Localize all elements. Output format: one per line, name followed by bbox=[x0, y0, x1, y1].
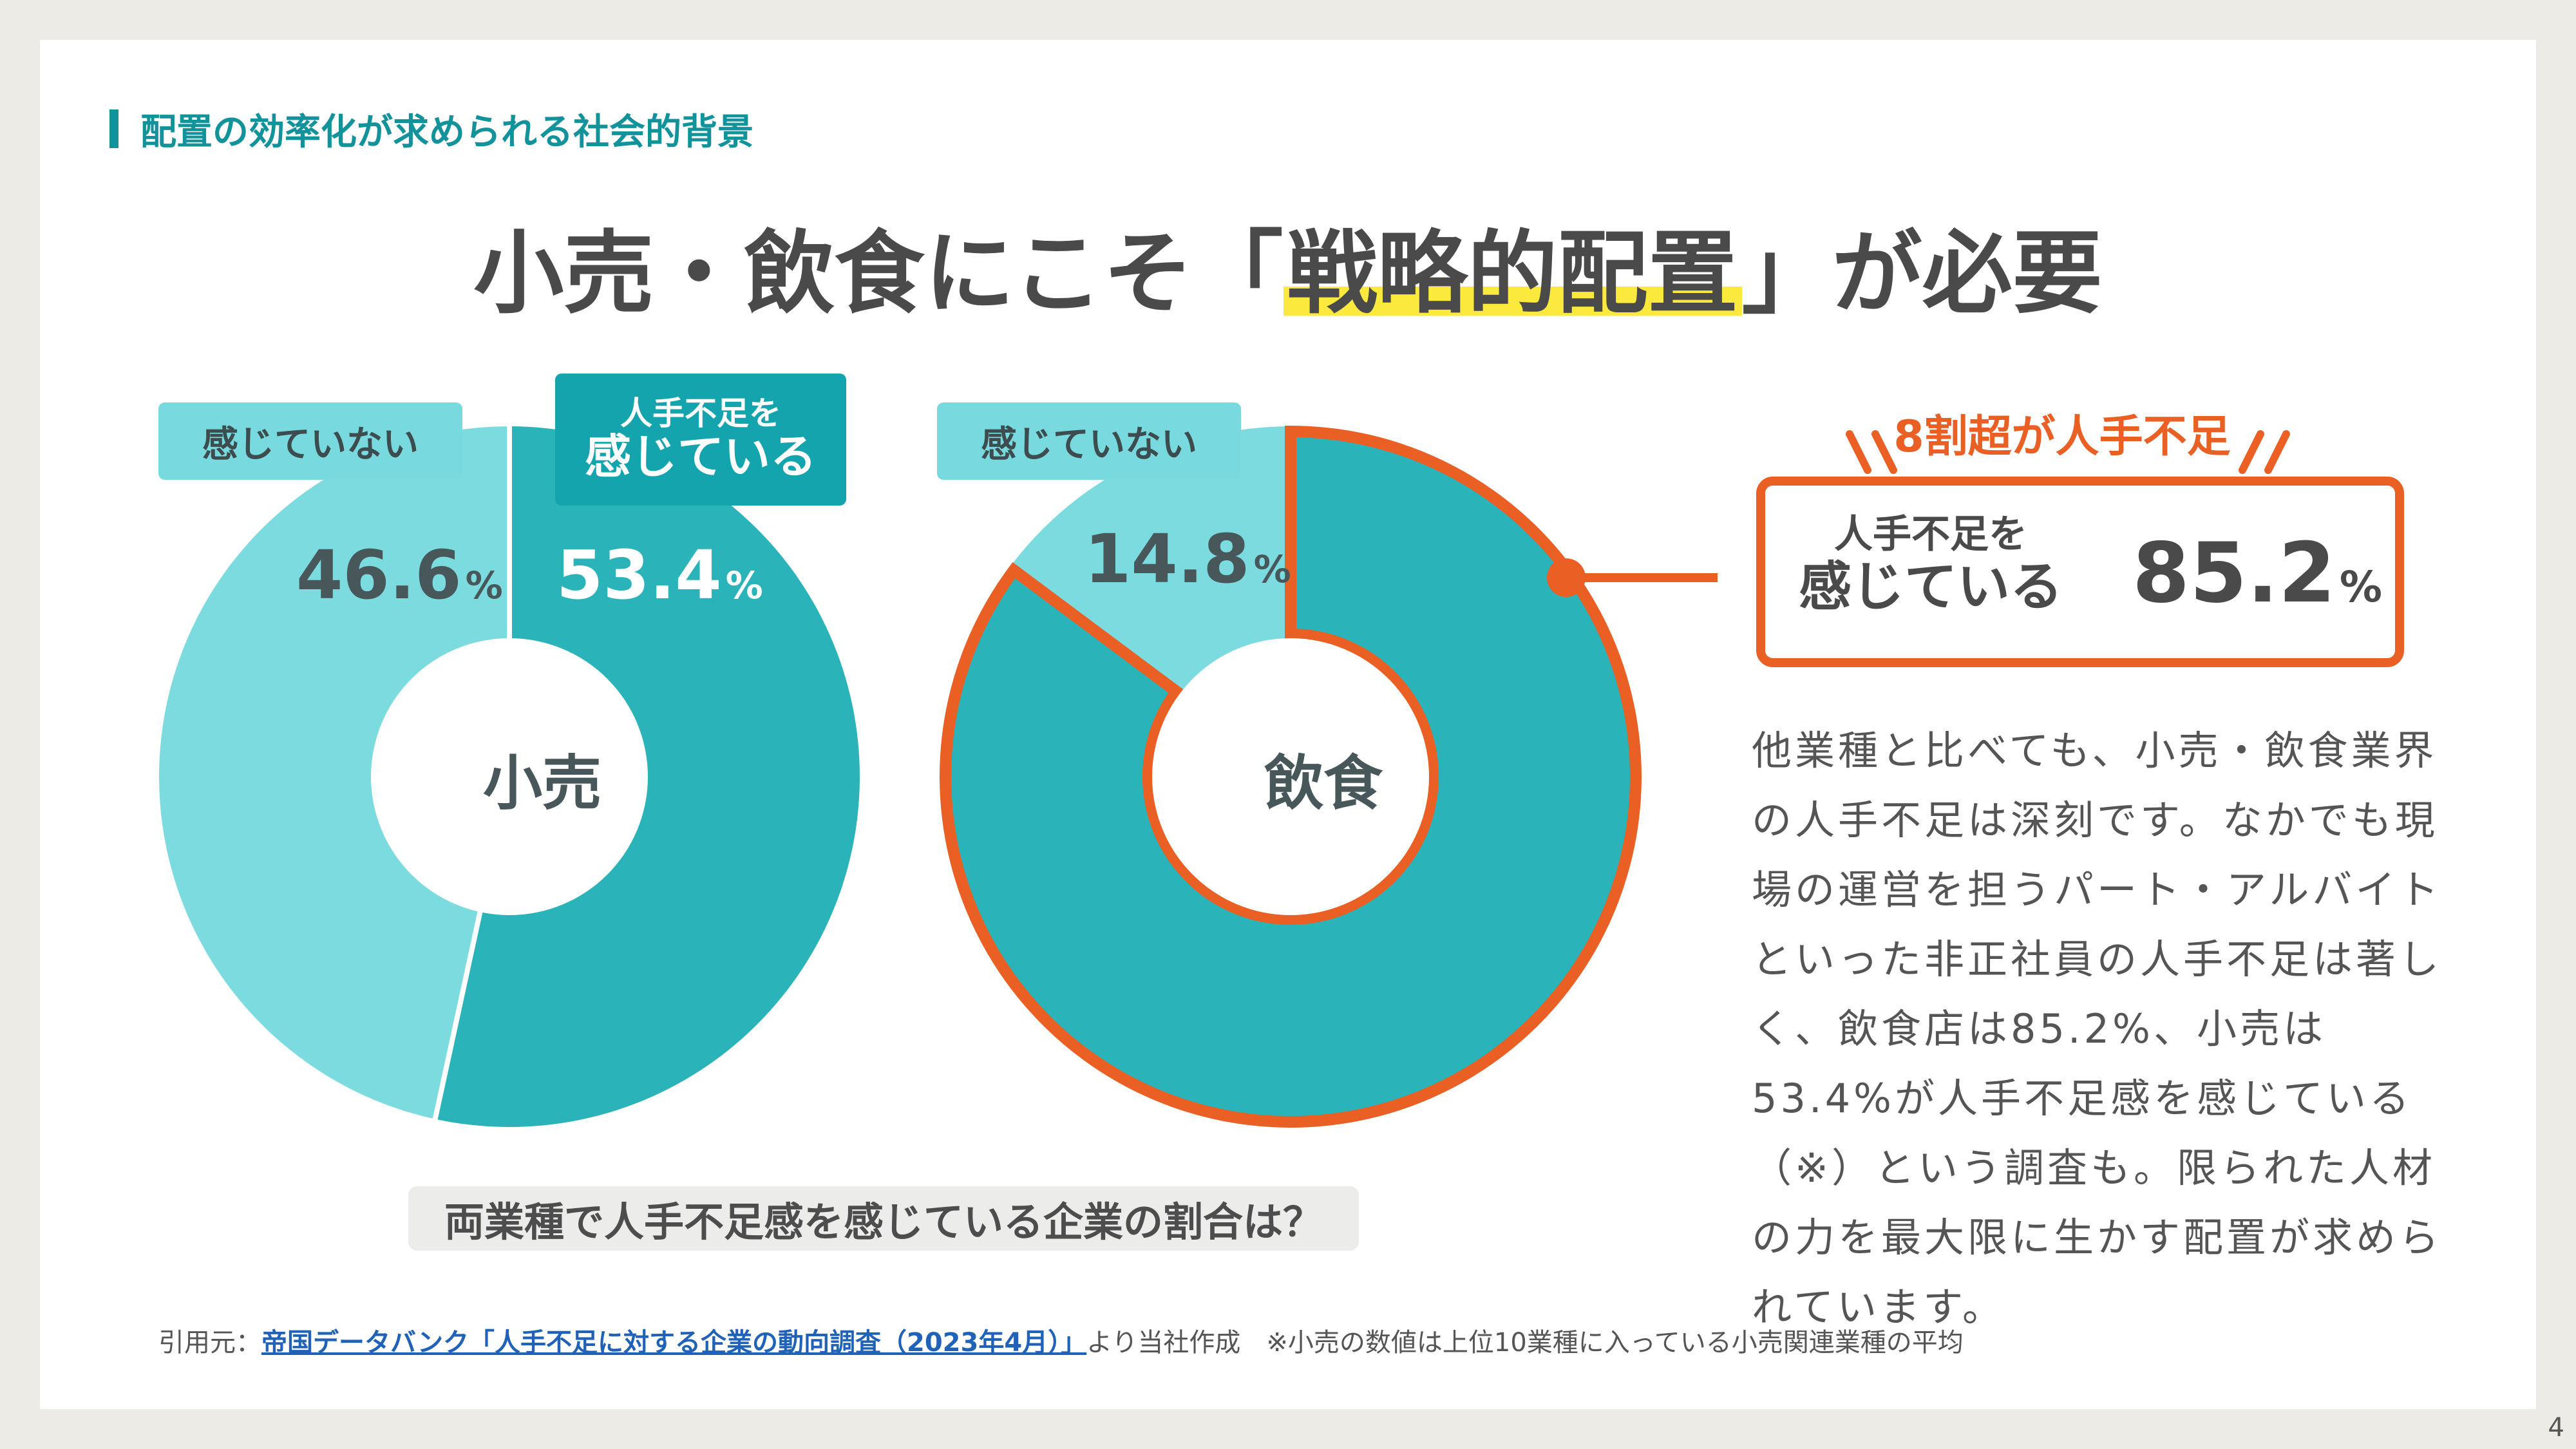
retail-not-feeling-number: 46.6 bbox=[296, 536, 462, 614]
callout-value-number: 85.2 bbox=[2132, 526, 2336, 621]
section-title: 配置の効率化が求められる社会的背景 bbox=[140, 111, 753, 153]
headline-close-bracket: 」 bbox=[1741, 222, 1832, 327]
retail-not-feeling-label: 感じていない bbox=[158, 402, 462, 480]
source-citation: 引用元：帝国データバンク「人手不足に対する企業の動向調査（2023年4月）」より… bbox=[158, 1321, 1964, 1359]
restaurant-not-feeling-value: 14.8% bbox=[1084, 520, 1291, 598]
callout-label-line1: 人手不足を bbox=[1834, 512, 2027, 557]
callout-slash-right-1 bbox=[2264, 430, 2290, 474]
callout-label-line2: 感じている bbox=[1799, 556, 2063, 618]
retail-feeling-number: 53.4 bbox=[556, 536, 722, 614]
retail-feeling-label-line2: 感じている bbox=[584, 430, 817, 484]
restaurant-not-feeling-number: 14.8 bbox=[1084, 520, 1250, 598]
restaurant-not-feeling-unit: % bbox=[1253, 547, 1291, 591]
retail-not-feeling-unit: % bbox=[465, 564, 503, 607]
callout-value-unit: % bbox=[2339, 562, 2382, 612]
callout-headline: 8割超が人手不足 bbox=[1893, 412, 2231, 462]
headline: 小売・飲食にこそ「戦略的配置」が必要 bbox=[40, 201, 2536, 331]
headline-open-bracket: 「 bbox=[1193, 222, 1283, 327]
slide: 配置の効率化が求められる社会的背景 小売・飲食にこそ「戦略的配置」が必要 感じて… bbox=[40, 40, 2536, 1409]
question-caption: 両業種で人手不足感を感じている企業の割合は？ bbox=[408, 1186, 1359, 1251]
callout-slash-left-0 bbox=[1846, 430, 1871, 474]
chart0-slice-1 bbox=[158, 426, 509, 1119]
retail-feeling-label: 人手不足を 感じている bbox=[555, 374, 846, 506]
headline-after: が必要 bbox=[1832, 222, 2103, 327]
callout-slash-left-1 bbox=[1871, 430, 1897, 474]
source-link[interactable]: 帝国データバンク「人手不足に対する企業の動向調査（2023年4月）」 bbox=[261, 1328, 1087, 1358]
section-accent-bar bbox=[109, 109, 118, 148]
donut-charts bbox=[158, 425, 2290, 1128]
retail-feeling-label-line1: 人手不足を bbox=[620, 395, 781, 433]
callout-value: 85.2% bbox=[2132, 526, 2382, 621]
retail-feeling-unit: % bbox=[725, 564, 763, 607]
callout-box: 人手不足を 感じている 85.2% bbox=[1756, 477, 2404, 667]
retail-not-feeling-value: 46.6% bbox=[296, 536, 503, 614]
body-paragraph: 他業種と比べても、小売・飲食業界の人手不足は深刻です。なかでも現場の運営を担うパ… bbox=[1752, 727, 2443, 1331]
restaurant-not-feeling-label: 感じていない bbox=[937, 402, 1241, 480]
chart1-slice-0-outline bbox=[940, 425, 1642, 1128]
chart1-center-hole bbox=[1152, 638, 1429, 915]
restaurant-center-label: 飲食 bbox=[1264, 749, 1383, 818]
callout-slash-right-0 bbox=[2239, 430, 2264, 474]
retail-feeling-value: 53.4% bbox=[556, 536, 763, 614]
callout-label: 人手不足を 感じている bbox=[1799, 513, 2063, 618]
source-prefix: 引用元： bbox=[158, 1328, 261, 1358]
retail-center-label: 小売 bbox=[482, 749, 601, 818]
callout-connector-dot bbox=[1547, 558, 1586, 597]
headline-highlight: 戦略的配置 bbox=[1283, 222, 1742, 327]
source-suffix: より当社作成 ※小売の数値は上位10業種に入っている小売関連業種の平均 bbox=[1086, 1328, 1964, 1358]
page-number: 4 bbox=[2548, 1413, 2564, 1443]
headline-before: 小売・飲食にこそ bbox=[473, 222, 1193, 327]
chart0-center-hole bbox=[371, 638, 648, 915]
